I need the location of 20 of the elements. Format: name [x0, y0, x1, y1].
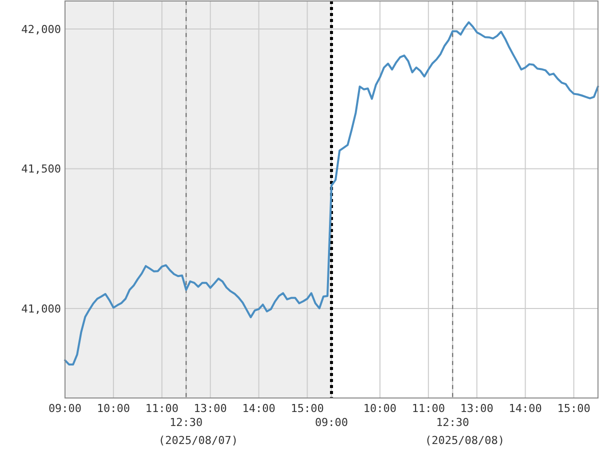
- x-tick-label: 13:00: [460, 402, 494, 415]
- x-tick-label: 09:00: [314, 416, 348, 429]
- x-tick-label: 10:00: [96, 402, 130, 415]
- x-tick-label: 11:00: [145, 402, 178, 415]
- y-tick-label: 41,000: [21, 302, 61, 316]
- x-tick-label: 12:30: [170, 416, 203, 429]
- y-tick-label: 41,500: [21, 162, 61, 176]
- x-tick-label: 11:00: [412, 402, 445, 415]
- x-tick-label: 14:00: [508, 402, 542, 415]
- x-tick-label: 13:00: [194, 402, 227, 415]
- x-tick-label: 15:00: [557, 402, 590, 415]
- line-series: [64, 21, 599, 366]
- x-tick-label: 09:00: [48, 402, 82, 415]
- x-tick-label: 14:00: [242, 402, 276, 415]
- x-tick-label: 15:00: [290, 402, 324, 415]
- y-tick-label: 42,000: [21, 22, 61, 36]
- text: (2025/08/08): [425, 434, 504, 447]
- x-tick-label: 12:30: [436, 416, 470, 429]
- text: (2025/08/07): [158, 434, 238, 447]
- x-tick-label: 10:00: [363, 402, 397, 415]
